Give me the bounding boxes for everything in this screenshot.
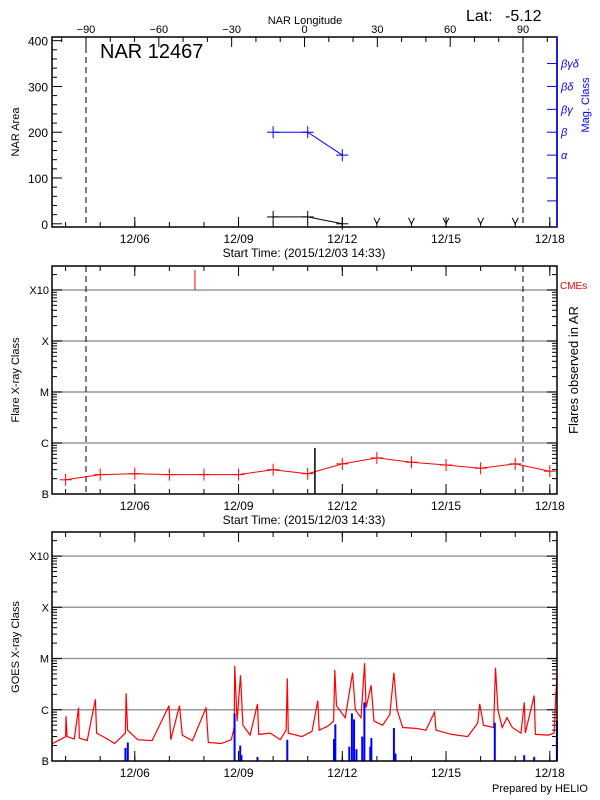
lat-label: Lat: xyxy=(466,8,493,25)
x-tick-label: 12/06 xyxy=(120,766,150,780)
mag-class-label: βγ xyxy=(560,104,574,116)
panel2-y2label: Flares observed in AR xyxy=(566,306,581,434)
y-tick-label: 200 xyxy=(28,126,48,140)
y-tick-label: C xyxy=(41,705,49,717)
y-tick-label: B xyxy=(42,489,49,501)
longitude-tick-label: −90 xyxy=(77,24,96,36)
lat-value: -5.12 xyxy=(505,8,542,25)
longitude-tick-label: 90 xyxy=(517,24,529,36)
panel1-xlabel: Start Time: (2015/12/03 14:33) xyxy=(223,246,386,260)
longitude-tick-label: 30 xyxy=(371,24,383,36)
panel3-frame xyxy=(51,531,558,762)
x-tick-label: 12/09 xyxy=(224,232,254,246)
panel2-xlabel: Start Time: (2015/12/03 14:33) xyxy=(223,513,386,527)
cme-label: CMEs xyxy=(560,281,587,292)
region-title: NAR 12467 xyxy=(100,41,203,63)
y-tick-label: 400 xyxy=(28,35,48,49)
y-tick-label: X xyxy=(42,336,50,348)
no-data-marker xyxy=(408,217,415,225)
x-tick-label: 12/06 xyxy=(120,232,150,246)
no-data-marker xyxy=(511,217,519,225)
y-tick-label: M xyxy=(40,654,49,666)
x-tick-label: 12/15 xyxy=(431,766,461,780)
mag-class-label: βγδ xyxy=(560,59,580,71)
no-data-marker xyxy=(442,217,450,225)
y-tick-label: 100 xyxy=(28,172,48,186)
y-tick-label: C xyxy=(41,438,49,450)
mag-class-label: β xyxy=(560,127,568,139)
y-tick-label: M xyxy=(40,387,49,399)
credit-text: Prepared by HELIO xyxy=(492,783,588,795)
longitude-tick-label: −60 xyxy=(149,24,168,36)
goes_long-line xyxy=(52,663,558,745)
y-tick-label: X xyxy=(42,602,50,614)
longitude-tick-label: 0 xyxy=(301,24,307,36)
x-tick-label: 12/15 xyxy=(431,232,461,246)
panel3-ylabel: GOES X-ray Class xyxy=(10,601,22,693)
y-tick-label: X10 xyxy=(29,551,49,563)
panel1-y2label: Mag. Class xyxy=(580,77,592,133)
y-tick-label: B xyxy=(42,756,49,768)
x-tick-label: 12/18 xyxy=(535,499,565,513)
longitude-tick-label: 60 xyxy=(444,24,456,36)
x-tick-label: 12/06 xyxy=(120,499,150,513)
no-data-marker xyxy=(477,217,485,225)
x-tick-label: 12/12 xyxy=(327,766,357,780)
panel2-frame xyxy=(51,265,558,495)
panel1-ylabel: NAR Area xyxy=(10,107,22,157)
x-tick-label: 12/18 xyxy=(535,232,565,246)
y-tick-label: 0 xyxy=(41,218,48,232)
mag-class-label: βδ xyxy=(560,81,574,93)
panel2-ylabel: Flare X-ray Class xyxy=(10,337,22,422)
y-tick-label: X10 xyxy=(29,285,49,297)
x-tick-label: 12/09 xyxy=(224,766,254,780)
no-data-marker xyxy=(373,217,381,225)
mag-class-label: α xyxy=(561,150,568,162)
longitude-tick-label: −30 xyxy=(222,24,241,36)
x-tick-label: 12/18 xyxy=(535,766,565,780)
x-tick-label: 12/12 xyxy=(327,499,357,513)
x-tick-label: 12/12 xyxy=(327,232,357,246)
top-axis-title: NAR Longitude xyxy=(268,15,343,27)
x-tick-label: 12/09 xyxy=(224,499,254,513)
y-tick-label: 300 xyxy=(28,80,48,94)
x-tick-label: 12/15 xyxy=(431,499,461,513)
